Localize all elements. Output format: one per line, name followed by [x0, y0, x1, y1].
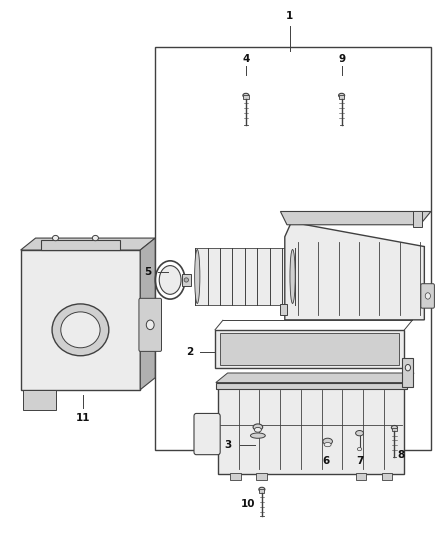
Bar: [402, 358, 413, 387]
Ellipse shape: [425, 293, 431, 299]
Bar: [259, 489, 265, 492]
FancyBboxPatch shape: [194, 414, 220, 455]
Ellipse shape: [339, 93, 345, 98]
Bar: [280, 304, 287, 314]
Ellipse shape: [159, 265, 181, 294]
Ellipse shape: [251, 433, 265, 438]
Text: 8: 8: [398, 449, 405, 459]
Bar: [256, 473, 267, 480]
Bar: [243, 95, 248, 99]
Ellipse shape: [53, 236, 59, 241]
Ellipse shape: [52, 304, 109, 356]
Bar: [218, 385, 404, 474]
Ellipse shape: [194, 249, 200, 303]
Bar: [181, 273, 191, 286]
Text: 10: 10: [240, 499, 255, 510]
Text: 3: 3: [224, 440, 232, 449]
Bar: [195, 248, 295, 305]
Ellipse shape: [405, 365, 410, 371]
Ellipse shape: [324, 442, 331, 447]
Ellipse shape: [243, 93, 249, 98]
Polygon shape: [21, 238, 155, 250]
Bar: [155, 47, 431, 450]
Polygon shape: [216, 373, 414, 383]
Ellipse shape: [323, 438, 332, 445]
Bar: [339, 95, 344, 99]
Text: 4: 4: [242, 53, 250, 63]
Bar: [216, 383, 406, 389]
Polygon shape: [140, 238, 155, 390]
Ellipse shape: [253, 424, 263, 430]
Polygon shape: [21, 250, 140, 390]
Text: 2: 2: [187, 347, 194, 357]
FancyBboxPatch shape: [421, 284, 434, 308]
Polygon shape: [41, 240, 120, 250]
Bar: [356, 473, 366, 480]
Polygon shape: [23, 390, 56, 410]
Bar: [392, 427, 397, 431]
Bar: [215, 330, 404, 368]
Text: 9: 9: [338, 53, 345, 63]
FancyBboxPatch shape: [139, 298, 162, 351]
Ellipse shape: [254, 427, 261, 432]
Ellipse shape: [356, 431, 364, 436]
Polygon shape: [285, 222, 424, 320]
Ellipse shape: [146, 320, 154, 329]
Polygon shape: [280, 212, 431, 225]
Text: 6: 6: [322, 456, 329, 466]
Ellipse shape: [61, 312, 100, 348]
Bar: [413, 212, 422, 228]
Ellipse shape: [290, 249, 295, 303]
Text: 7: 7: [356, 456, 363, 466]
Ellipse shape: [259, 487, 265, 491]
Ellipse shape: [184, 278, 188, 282]
Text: 5: 5: [145, 267, 152, 277]
Text: 1: 1: [286, 11, 293, 21]
Bar: [220, 333, 399, 365]
Ellipse shape: [92, 236, 99, 241]
Ellipse shape: [392, 425, 398, 430]
Bar: [230, 473, 241, 480]
Text: 11: 11: [76, 413, 91, 423]
Ellipse shape: [357, 448, 362, 451]
Bar: [381, 473, 392, 480]
